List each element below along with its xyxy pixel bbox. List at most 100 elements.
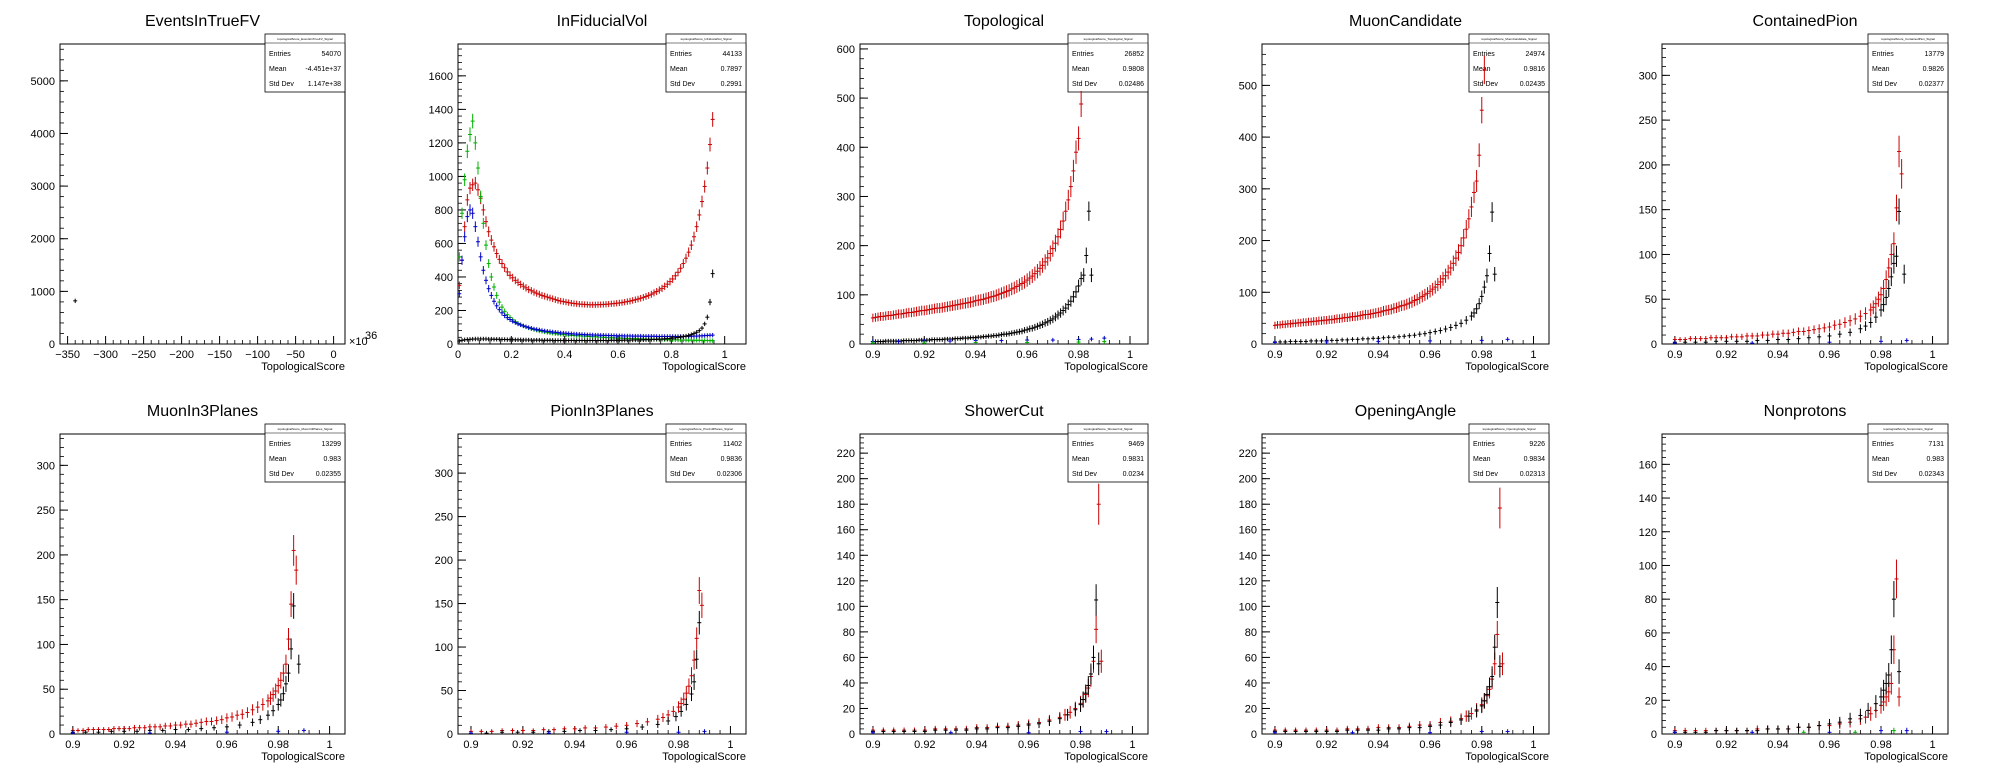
data-point (173, 727, 178, 732)
y-tick-label: 220 (837, 448, 855, 460)
data-point (470, 207, 475, 219)
data-point (1876, 291, 1881, 307)
data-point (194, 719, 199, 727)
data-point (301, 728, 306, 733)
data-point (1796, 335, 1801, 342)
data-point (1071, 291, 1076, 303)
data-point (1472, 308, 1477, 318)
data-point (465, 211, 470, 223)
x-tick-label: 0.94 (1767, 739, 1788, 751)
data-point (106, 727, 111, 732)
y-tick-label: 800 (435, 205, 453, 217)
stats-label: Entries (1072, 441, 1094, 448)
y-tick-label: 300 (1639, 70, 1657, 82)
data-point (204, 717, 209, 726)
data-point (1894, 194, 1899, 222)
data-point (1879, 286, 1884, 303)
data-point (457, 281, 462, 290)
data-point (484, 240, 488, 251)
stats-box (1067, 423, 1149, 483)
data-point (583, 725, 588, 731)
stats-entries: 9226 (1529, 441, 1545, 448)
data-point (1858, 324, 1863, 334)
series-black (73, 298, 78, 304)
data-point (142, 724, 147, 731)
stats-entries: 44133 (723, 51, 743, 58)
data-point (1278, 339, 1283, 344)
data-point (702, 321, 707, 327)
stats-box (1867, 423, 1949, 483)
data-point (1071, 159, 1076, 182)
data-point (494, 291, 499, 299)
data-point (500, 730, 505, 734)
data-point (127, 725, 132, 732)
data-point (513, 320, 518, 325)
data-point (1848, 712, 1853, 725)
data-point (1775, 330, 1780, 338)
data-point (250, 704, 255, 716)
data-point (178, 721, 183, 729)
data-point (542, 292, 547, 300)
data-point (1353, 312, 1358, 322)
data-point (1837, 716, 1842, 728)
data-point (1796, 723, 1801, 732)
data-point (1324, 729, 1329, 734)
data-point (224, 730, 229, 734)
data-point (1278, 321, 1283, 329)
data-point (505, 267, 510, 277)
data-point (1672, 730, 1677, 734)
data-point (1272, 340, 1277, 344)
stats-box (1468, 33, 1550, 93)
data-point (1350, 730, 1355, 734)
data-point (278, 693, 283, 707)
data-point (1332, 314, 1337, 324)
data-point (476, 236, 480, 247)
x-tick-label: 1 (1127, 349, 1133, 361)
data-point (566, 299, 571, 306)
data-point (1012, 281, 1017, 295)
data-point (1853, 730, 1858, 734)
data-point (1026, 730, 1031, 734)
data-point (265, 710, 270, 721)
data-point (1358, 310, 1363, 321)
data-point (1479, 698, 1484, 714)
data-point (1490, 666, 1495, 687)
data-point (564, 298, 568, 306)
data-point (271, 687, 276, 702)
data-point (1505, 729, 1510, 734)
stats-label: Entries (670, 51, 692, 58)
series-black (1272, 202, 1497, 344)
data-point (465, 193, 470, 206)
data-point (1272, 321, 1277, 330)
data-point (465, 144, 470, 159)
data-point (168, 722, 173, 730)
data-point (1104, 729, 1109, 734)
data-point (1422, 330, 1427, 337)
data-point (96, 730, 101, 734)
y-tick-label: 0 (1651, 339, 1657, 351)
data-point (489, 729, 494, 734)
data-point (1745, 339, 1750, 344)
data-point (1734, 339, 1739, 344)
data-point (1889, 672, 1894, 695)
data-point (258, 715, 263, 724)
data-point (1386, 725, 1391, 732)
x-tick-label: 0.9 (865, 349, 880, 361)
data-point (486, 259, 491, 268)
stats-mean: -4.451e+37 (305, 66, 341, 73)
x-tick-label: 1 (1929, 739, 1935, 751)
stats-label: Std Dev (1872, 471, 1897, 478)
y-tick-label: 400 (1239, 132, 1257, 144)
data-point (1693, 730, 1698, 734)
data-point (541, 727, 546, 732)
data-point (1350, 337, 1355, 342)
data-point (1038, 321, 1042, 329)
stats-entries: 24974 (1526, 51, 1546, 58)
data-point (1765, 338, 1770, 343)
data-point (273, 683, 278, 699)
data-point (981, 293, 986, 305)
data-point (1293, 319, 1298, 328)
data-point (1050, 314, 1055, 324)
x-tick-label: 0.9 (65, 739, 80, 751)
data-point (492, 241, 496, 252)
